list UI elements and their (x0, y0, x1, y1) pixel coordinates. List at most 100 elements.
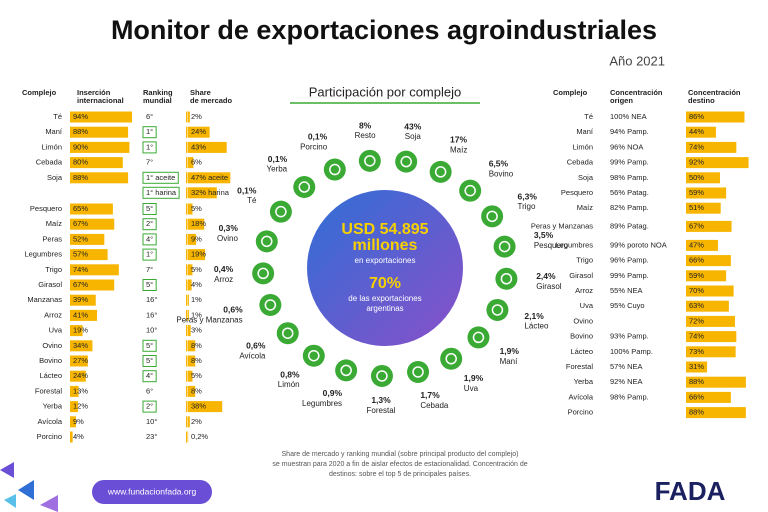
decor (0, 462, 14, 478)
item-name: Trigo (518, 202, 536, 211)
bar-label: 88% (689, 408, 704, 417)
item-name: Pesquero (534, 241, 569, 250)
bar-label: 34% (73, 341, 88, 350)
bar-label: 18% (191, 219, 206, 228)
origin: 56% Patag. (610, 188, 649, 197)
ranking: 7° (146, 265, 153, 274)
bar (188, 279, 192, 291)
bar-edge (186, 249, 188, 261)
item-pct: 0,3% (219, 223, 239, 233)
item-pct: 0,1% (268, 154, 288, 164)
row-label: Legumbres (24, 250, 62, 259)
ranking: 16° (146, 310, 157, 319)
url[interactable]: www.fundacionfada.org (107, 486, 197, 496)
origin: 93% Pamp. (610, 332, 649, 341)
bar (686, 285, 734, 297)
decor (40, 495, 58, 512)
row-label: Té (53, 112, 62, 121)
bar-label: 44% (689, 127, 704, 136)
ranking-box (142, 355, 157, 367)
row-label: Porcino (568, 408, 593, 417)
item-name: Ovino (217, 234, 238, 243)
bar-label: 67% (73, 219, 88, 228)
bar (188, 309, 189, 321)
bar-label: 59% (689, 188, 704, 197)
bar-label: 47% aceite (191, 173, 228, 182)
ranking: 4° (146, 234, 153, 243)
item-pct: 0,8% (280, 369, 300, 379)
origin: 96% Pamp. (610, 256, 649, 265)
row-label: Porcino (37, 432, 62, 441)
item-name: Limón (278, 380, 300, 389)
row-label: Avícola (569, 392, 594, 401)
ranking: 6° (146, 386, 153, 395)
decor (18, 480, 34, 500)
row-label: Cebada (36, 158, 63, 167)
icon-inner (486, 210, 498, 223)
origin: 95% Cuyo (610, 301, 645, 310)
icon (259, 293, 282, 316)
ranking: 10° (146, 417, 157, 426)
bar-label: 24% (191, 127, 206, 136)
origin: 96% NOA (610, 142, 643, 151)
bar (188, 416, 190, 428)
item-pct: 0,4% (214, 264, 234, 274)
column-header: Complejo (22, 88, 57, 97)
column-header: internacional (77, 96, 124, 105)
logo: FADA (655, 476, 726, 506)
row-label: Maní (576, 127, 594, 136)
icon (323, 158, 346, 181)
item-name: Yerba (267, 165, 288, 174)
row-label: Cebada (567, 158, 594, 167)
item-name: Bovino (489, 169, 514, 178)
bar (70, 431, 73, 443)
row-label: Forestal (566, 362, 593, 371)
row-label: Ovino (42, 341, 62, 350)
icon (467, 326, 490, 349)
bar (686, 187, 727, 199)
bar-edge (186, 431, 188, 443)
center-circle (307, 190, 463, 346)
icon (293, 176, 316, 199)
bar-label: 19% (191, 250, 206, 259)
origin: 82% Pamp. (610, 203, 649, 212)
ranking-box (142, 233, 157, 246)
icon-inner (264, 299, 277, 311)
icon-inner (472, 331, 485, 344)
item-pct: 6,5% (489, 158, 509, 168)
url-pill[interactable] (92, 480, 212, 504)
item-pct: 43% (404, 121, 421, 131)
item-pct: 3,5% (534, 230, 554, 240)
bar-label: 19% (73, 326, 88, 335)
column-header: Ranking (143, 88, 173, 97)
item-pct: 0,1% (308, 131, 328, 141)
bar-label: 32% harina (191, 188, 230, 197)
bar (70, 279, 115, 291)
item-name: Cebada (420, 401, 449, 410)
icon-inner (329, 163, 341, 176)
row-label: Forestal (35, 386, 62, 395)
icon-inner (298, 181, 311, 193)
column-header: de mercado (190, 96, 233, 105)
bar (70, 385, 79, 397)
bar-label: 59% (689, 271, 704, 280)
item-pct: 0,6% (223, 304, 243, 314)
item-name: Maní (500, 357, 519, 366)
column-header: Share (190, 88, 211, 97)
origin: 99% Pamp. (610, 158, 649, 167)
bar-edge (186, 355, 188, 367)
bar-label: 6% (191, 158, 202, 167)
row-label: Trigo (576, 256, 593, 265)
bar-edge (186, 111, 188, 123)
ranking-box (142, 339, 157, 352)
bar-edge (186, 401, 188, 413)
bar-label: 3% (191, 326, 202, 335)
bar-edge (186, 203, 188, 215)
bar (70, 126, 129, 138)
icon (429, 160, 452, 183)
bar (188, 126, 210, 138)
bar-label: 38% (191, 402, 206, 411)
bar (188, 111, 190, 123)
item-name: Maíz (450, 145, 467, 154)
bar-label: 90% (73, 142, 88, 151)
